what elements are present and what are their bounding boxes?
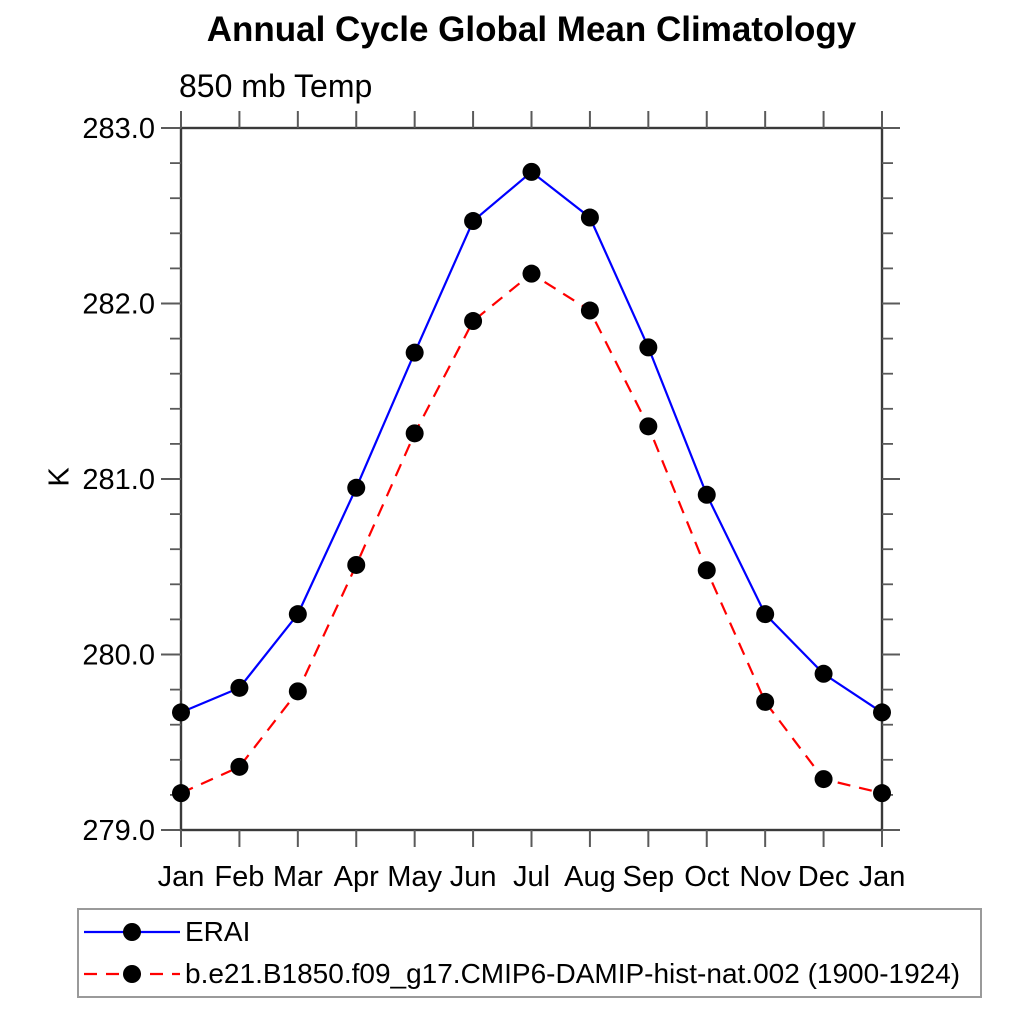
series-marker bbox=[172, 703, 190, 722]
legend: ERAI b.e21.B1850.f09_g17.CMIP6-DAMIP-his… bbox=[77, 908, 982, 998]
legend-line-sample-model bbox=[84, 965, 180, 983]
x-tick-label: Aug bbox=[564, 861, 616, 893]
x-tick-label: Apr bbox=[334, 861, 379, 893]
series-marker bbox=[697, 561, 716, 580]
series-marker bbox=[464, 212, 483, 231]
series-marker bbox=[288, 682, 307, 701]
x-tick-label: Jan bbox=[158, 861, 205, 893]
y-tick-label: 282.0 bbox=[82, 289, 155, 321]
y-minor-ticks bbox=[170, 162, 893, 796]
x-tick-label: Sep bbox=[623, 861, 675, 893]
y-tick-label: 283.0 bbox=[82, 113, 155, 145]
series-marker bbox=[697, 485, 716, 504]
legend-sample-marker bbox=[123, 923, 141, 941]
series-marker bbox=[347, 555, 366, 574]
legend-line-sample-erai bbox=[84, 923, 180, 941]
chart-subtitle: 850 mb Temp bbox=[179, 68, 373, 104]
series-marker bbox=[405, 343, 424, 362]
series-marker bbox=[639, 417, 658, 436]
series-marker bbox=[405, 424, 424, 443]
series-marker bbox=[814, 664, 833, 683]
chart-title: Annual Cycle Global Mean Climatology bbox=[206, 10, 857, 49]
y-tick-label: 280.0 bbox=[82, 640, 155, 672]
x-tick-label: Jul bbox=[513, 861, 550, 893]
series-marker bbox=[288, 605, 307, 624]
series-marker bbox=[580, 301, 599, 320]
x-tick-label: Dec bbox=[798, 861, 850, 893]
series-marker bbox=[873, 703, 891, 722]
legend-row-model: b.e21.B1850.f09_g17.CMIP6-DAMIP-hist-nat… bbox=[79, 953, 980, 995]
series-line bbox=[180, 272, 883, 795]
x-tick-label: Mar bbox=[273, 861, 323, 893]
series-marker bbox=[347, 478, 366, 497]
plot-frame bbox=[179, 126, 884, 832]
series-marker bbox=[756, 692, 775, 711]
series-marker bbox=[230, 678, 249, 697]
series-model bbox=[172, 264, 891, 803]
series-marker bbox=[230, 757, 249, 776]
x-tick-label: Feb bbox=[214, 861, 264, 893]
x-tick-label: Jan bbox=[859, 861, 906, 893]
series-marker bbox=[639, 338, 658, 357]
series-marker bbox=[522, 162, 541, 181]
legend-row-erai: ERAI bbox=[79, 911, 980, 953]
series-erai bbox=[172, 162, 891, 722]
series-marker bbox=[580, 208, 599, 227]
series-line bbox=[180, 170, 883, 714]
series-marker bbox=[814, 770, 833, 789]
x-axis: Jan Feb Mar Apr May Jun Jul Aug Sep Oct Nov Dec Jan bbox=[158, 111, 906, 893]
x-tick-label: May bbox=[387, 861, 442, 893]
legend-label-model: b.e21.B1850.f09_g17.CMIP6-DAMIP-hist-nat… bbox=[185, 958, 961, 989]
x-tick-label: Oct bbox=[684, 861, 729, 893]
y-axis: 279.0 280.0 281.0 282.0 283.0 bbox=[82, 113, 900, 847]
x-tick-label: Nov bbox=[739, 861, 791, 893]
x-tick-label: Jun bbox=[450, 861, 497, 893]
series-marker bbox=[873, 784, 891, 803]
y-tick-label: 281.0 bbox=[82, 464, 155, 496]
legend-label-erai: ERAI bbox=[185, 916, 251, 947]
y-tick-label: 279.0 bbox=[82, 815, 155, 847]
series-marker bbox=[172, 784, 190, 803]
series-marker bbox=[522, 264, 541, 283]
legend-sample-marker bbox=[123, 965, 141, 983]
series-marker bbox=[756, 605, 775, 624]
series-marker bbox=[464, 312, 483, 331]
